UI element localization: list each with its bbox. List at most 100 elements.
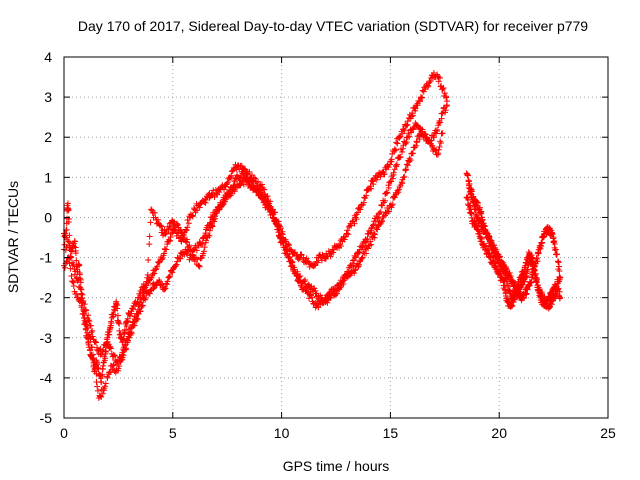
data-point-dense [98,351,105,358]
data-point [383,190,390,197]
data-point-dense [197,241,204,248]
data-point [435,150,442,157]
data-point [121,342,128,349]
data-point-dense [276,227,283,234]
data-point-dense [186,242,193,249]
data-point-dense [386,208,393,215]
data-point-dense [380,213,387,220]
data-point [374,226,381,233]
data-point-dense [240,168,247,175]
points-layer [61,70,564,401]
data-point-dense [473,199,480,206]
data-point-dense [535,249,542,256]
data-point-dense [360,199,367,206]
data-point-dense [533,279,540,286]
data-point-dense [334,290,341,297]
data-point-dense [94,387,101,394]
data-point [104,338,111,345]
data-point-dense [264,197,271,204]
data-point-dense [379,202,386,209]
data-point-dense [125,329,132,336]
data-point [265,206,272,213]
data-point-dense [363,237,370,244]
data-point-dense [528,279,535,286]
data-point-dense [93,339,100,346]
data-point-dense [292,249,299,256]
data-point-dense [167,230,174,237]
data-point-dense [521,295,528,302]
data-point-dense [93,370,100,377]
data-point-dense [139,302,146,309]
y-tick-label: 2 [44,129,52,145]
data-point [165,226,172,233]
data-point-dense [166,274,173,281]
data-point-dense [78,304,85,311]
data-point [404,118,411,125]
data-point-dense [470,193,477,200]
data-point-dense [89,333,96,340]
data-point-dense [495,254,502,261]
data-point-dense [286,254,293,261]
data-point-dense [132,314,139,321]
data-point [391,146,398,153]
data-point-dense [440,85,447,92]
data-point-dense [407,157,414,164]
data-point-dense [240,181,247,188]
data-point-dense [247,175,254,182]
data-point-dense [357,206,364,213]
data-point-dense [393,139,400,146]
data-point-dense [534,258,541,265]
data-point-dense [83,321,90,328]
data-point-dense [550,239,557,246]
data-point-dense [500,264,507,271]
data-point-dense [129,319,136,326]
data-point [195,262,202,269]
data-point [76,262,83,269]
data-point-dense [274,223,281,230]
data-point [213,190,220,197]
data-point-dense [279,231,286,238]
data-point-dense [529,273,536,280]
data-point-dense [185,220,192,227]
data-point-dense [63,226,70,233]
data-point-dense [121,328,128,335]
x-tick-label: 0 [60,425,68,441]
data-point-dense [249,185,256,192]
data-point-dense [435,78,442,85]
data-point-dense [376,210,383,217]
data-point-dense [437,119,444,126]
data-point-dense [504,283,511,290]
data-point-dense [479,216,486,223]
data-point-dense [199,240,206,247]
data-point-dense [436,143,443,150]
data-point-dense [158,256,165,263]
data-point-dense [337,282,344,289]
data-point-dense [280,237,287,244]
data-point-dense [212,215,219,222]
x-tick-label: 25 [600,425,616,441]
data-point-dense [363,192,370,199]
data-point-dense [183,227,190,234]
data-point [100,346,107,353]
data-point-dense [77,285,84,292]
data-point-dense [556,267,563,274]
data-point-dense [102,380,109,387]
data-point-dense [556,288,563,295]
data-point-dense [356,249,363,256]
data-point-dense [319,251,326,258]
data-point-dense [129,306,136,313]
data-point-dense [388,156,395,163]
data-point-dense [113,301,120,308]
data-point-dense [110,362,117,369]
data-point-dense [314,259,321,266]
data-point-dense [96,393,103,400]
data-point-dense [349,262,356,269]
data-point-dense [107,325,114,332]
data-point-dense [481,242,488,249]
data-point [261,186,268,193]
data-point-dense [468,188,475,195]
data-point-dense [80,297,87,304]
data-point-dense [118,354,125,361]
data-point-dense [128,324,135,331]
